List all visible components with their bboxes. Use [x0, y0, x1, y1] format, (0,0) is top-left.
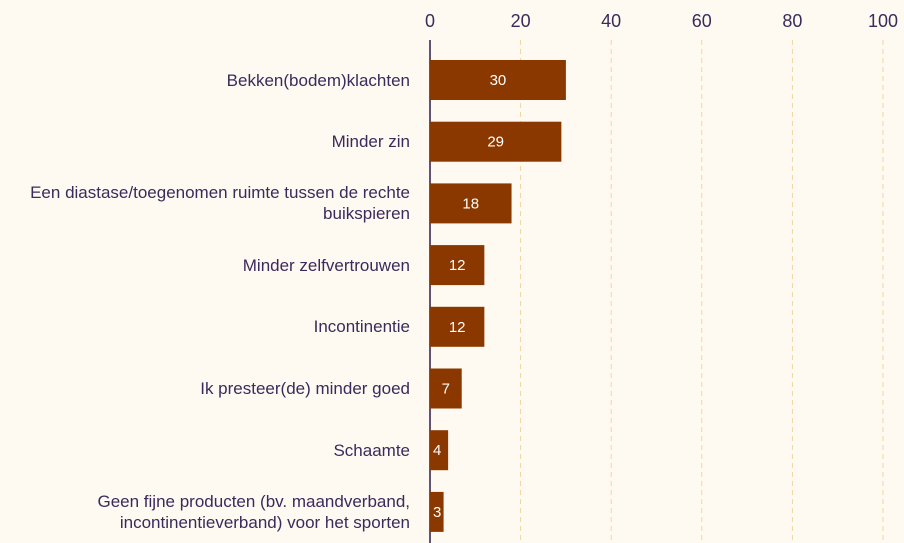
- bar: [430, 183, 512, 224]
- category-text: Bekken(bodem)klachten: [226, 70, 410, 90]
- value-label: 30: [490, 72, 507, 89]
- value-label: 12: [449, 319, 466, 336]
- x-tick-label: 80: [782, 11, 802, 31]
- category-text: Incontinentie: [313, 317, 410, 337]
- value-label: 7: [442, 380, 450, 397]
- bar: [430, 245, 485, 286]
- bar: [430, 491, 444, 532]
- category-label: Minder zin: [0, 112, 410, 172]
- x-tick-label: 100: [868, 11, 898, 31]
- category-label: Bekken(bodem)klachten: [0, 50, 410, 110]
- value-label: 18: [462, 195, 479, 212]
- bar: [430, 368, 462, 409]
- x-tick-label: 60: [692, 11, 712, 31]
- category-text: Ik presteer(de) minder goed: [200, 379, 410, 398]
- category-label: Geen fijne producten (bv. maandverband, …: [0, 482, 411, 542]
- category-label: Een diastase/toegenomen ruimte tussen de…: [0, 173, 410, 233]
- category-text: Een diastase/toegenomen ruimte tussen de…: [30, 183, 410, 224]
- x-tick-label: 40: [601, 11, 621, 31]
- category-label: Minder zelfvertrouwen: [0, 235, 410, 295]
- category-text: Geen fijne producten (bv. maandverband, …: [97, 491, 411, 532]
- category-text: Minder zelfvertrouwen: [242, 255, 410, 275]
- category-label: Schaamte: [0, 420, 410, 480]
- bar: [430, 121, 562, 162]
- bar: [430, 430, 449, 471]
- category-label: Ik presteer(de) minder goed: [0, 359, 410, 419]
- x-tick-label: 0: [425, 11, 435, 31]
- value-label: 3: [433, 504, 441, 521]
- category-label: Incontinentie: [0, 297, 410, 357]
- bar: [430, 306, 485, 347]
- value-label: 29: [487, 134, 504, 151]
- category-text: Minder zin: [331, 132, 410, 152]
- value-label: 12: [449, 257, 466, 274]
- bar: [430, 60, 566, 100]
- value-label: 4: [433, 442, 441, 459]
- category-text: Schaamte: [333, 440, 410, 460]
- x-tick-label: 20: [511, 11, 531, 31]
